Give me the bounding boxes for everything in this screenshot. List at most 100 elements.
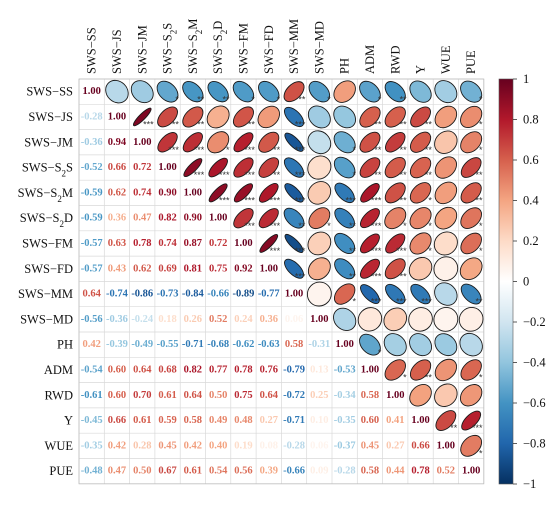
row-label: SWS−S2M	[18, 186, 73, 204]
column-label: ADM	[363, 45, 377, 74]
correlation-ellipse	[308, 80, 331, 103]
correlation-value: 0.74	[133, 187, 152, 198]
correlation-ellipse	[307, 257, 331, 281]
colorbar-tick-label: −0.6	[523, 396, 546, 410]
significance-stars: ***	[371, 246, 382, 256]
correlation-value: 1.00	[82, 86, 100, 97]
significance-stars: **	[349, 246, 357, 256]
significance-stars: **	[172, 120, 180, 130]
correlation-ellipse	[435, 410, 457, 431]
correlation-ellipse	[359, 157, 381, 178]
correlation-ellipse	[307, 231, 332, 256]
row-label: PUE	[49, 464, 73, 478]
colorbar-tick-label: 0.4	[523, 194, 539, 208]
correlation-ellipse	[460, 131, 483, 154]
correlation-value: 0.48	[234, 415, 252, 426]
significance-stars: *	[428, 221, 432, 231]
correlation-value: 1.00	[310, 314, 328, 325]
correlation-value: 0.27	[386, 440, 404, 451]
correlation-value: 1.00	[158, 162, 176, 173]
correlation-value: 0.36	[260, 314, 278, 325]
correlation-ellipse	[283, 106, 305, 128]
significance-stars: *	[378, 347, 382, 357]
correlation-value: 0.78	[234, 364, 252, 375]
correlation-value: 0.49	[209, 415, 227, 426]
correlation-ellipse	[232, 106, 254, 128]
correlation-value: 0.68	[158, 364, 176, 375]
correlation-value: -0.71	[182, 339, 204, 350]
correlation-ellipse	[460, 105, 483, 129]
column-label: WUE	[439, 45, 453, 74]
correlation-ellipse	[132, 107, 152, 127]
correlation-ellipse	[284, 233, 304, 253]
correlation-value: 0.50	[133, 466, 151, 477]
correlation-value: -0.89	[233, 289, 255, 300]
column-label: PH	[338, 58, 352, 74]
correlation-ellipse	[306, 281, 332, 307]
row-label: RWD	[45, 388, 73, 402]
significance-stars: **	[450, 423, 458, 433]
correlation-ellipse	[460, 232, 482, 255]
correlation-value: 0.60	[108, 390, 126, 401]
correlation-ellipse	[333, 307, 357, 331]
correlation-ellipse	[385, 283, 406, 305]
significance-stars: ***	[346, 195, 357, 205]
correlation-ellipse	[460, 207, 482, 229]
colorbar-tick-label: 0	[523, 275, 529, 289]
correlation-value: 0.62	[133, 263, 151, 274]
significance-stars: *	[479, 221, 483, 231]
significance-stars: ***	[219, 195, 230, 205]
correlation-ellipse	[359, 106, 381, 128]
significance-stars: *	[226, 145, 230, 155]
correlation-value: 0.94	[108, 137, 127, 148]
correlation-value: -0.28	[334, 466, 356, 477]
correlation-ellipse	[283, 157, 305, 178]
correlation-ellipse	[384, 258, 406, 280]
correlation-ellipse	[207, 81, 229, 103]
correlation-value: 0.08	[260, 440, 278, 451]
correlation-value: 0.52	[209, 314, 227, 325]
correlation-ellipse	[208, 183, 228, 203]
correlation-ellipse	[434, 206, 458, 230]
correlation-ellipse	[283, 207, 305, 229]
significance-stars: ***	[396, 246, 407, 256]
correlation-value: 1.00	[386, 390, 404, 401]
correlation-value: -0.57	[81, 263, 103, 274]
correlation-value: 0.58	[361, 466, 379, 477]
correlation-value: -0.66	[283, 466, 305, 477]
correlation-ellipse	[409, 207, 432, 230]
significance-stars: **	[223, 94, 231, 104]
significance-stars: **	[400, 145, 408, 155]
correlation-ellipse	[307, 181, 332, 205]
row-label: SWS−S2S	[22, 161, 73, 179]
matrix-cells: 1.00* ** ** * * ** * * ** *-0.28 1.00*** ** ** ** *** *…	[78, 78, 485, 485]
correlation-value: 0.42	[184, 440, 202, 451]
significance-stars: ***	[168, 145, 179, 155]
correlation-ellipse	[182, 81, 204, 103]
correlation-value: -0.36	[106, 314, 128, 325]
correlation-ellipse	[259, 234, 279, 253]
correlation-ellipse	[458, 307, 484, 332]
significance-stars: ***	[295, 195, 306, 205]
correlation-value: 0.18	[158, 314, 176, 325]
correlation-value: 0.28	[133, 440, 151, 451]
correlation-value: -0.71	[283, 415, 305, 426]
correlation-ellipse	[258, 157, 280, 178]
significance-stars: **	[400, 195, 408, 205]
correlation-value: -0.48	[81, 466, 103, 477]
colorbar-tick-label: −0.4	[523, 356, 546, 370]
significance-stars: ***	[270, 221, 281, 231]
correlation-ellipse	[460, 157, 482, 178]
correlation-ellipse	[459, 257, 483, 281]
significance-stars: **	[425, 170, 433, 180]
correlation-ellipse	[283, 81, 305, 103]
correlation-value: 0.42	[108, 440, 126, 451]
significance-stars: **	[197, 94, 205, 104]
row-label: SWS−MM	[18, 287, 73, 301]
correlation-value: 0.64	[133, 364, 152, 375]
significance-stars: **	[476, 297, 484, 307]
significance-stars: **	[476, 195, 484, 205]
significance-stars: ***	[270, 246, 281, 256]
correlation-value: -0.35	[81, 440, 103, 451]
significance-stars: *	[403, 373, 407, 383]
